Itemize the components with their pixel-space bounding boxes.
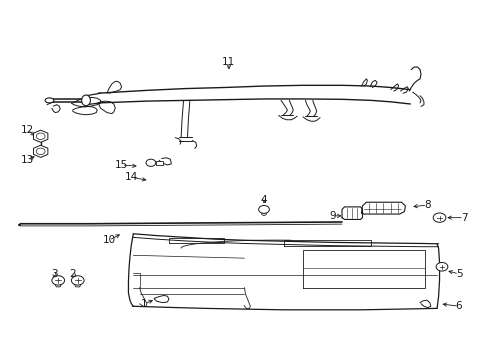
Text: 8: 8 bbox=[423, 200, 430, 210]
Circle shape bbox=[146, 159, 156, 166]
Circle shape bbox=[71, 276, 84, 285]
Circle shape bbox=[432, 213, 445, 222]
Text: 15: 15 bbox=[115, 160, 128, 170]
Bar bbox=[156, 161, 162, 165]
Ellipse shape bbox=[45, 98, 54, 103]
Text: 14: 14 bbox=[124, 172, 138, 182]
Text: 13: 13 bbox=[21, 155, 34, 165]
Text: 10: 10 bbox=[102, 235, 115, 245]
Text: 6: 6 bbox=[455, 301, 462, 311]
Text: 1: 1 bbox=[141, 299, 147, 309]
Circle shape bbox=[52, 276, 64, 285]
Text: 2: 2 bbox=[69, 269, 76, 279]
Circle shape bbox=[258, 206, 269, 213]
Ellipse shape bbox=[81, 95, 90, 106]
Text: 7: 7 bbox=[460, 213, 466, 222]
Text: 11: 11 bbox=[222, 57, 235, 67]
Text: 3: 3 bbox=[51, 269, 58, 279]
Text: 9: 9 bbox=[328, 211, 335, 221]
Text: 12: 12 bbox=[21, 125, 34, 135]
Text: 4: 4 bbox=[260, 195, 267, 205]
Circle shape bbox=[435, 262, 447, 271]
Text: 5: 5 bbox=[455, 269, 462, 279]
